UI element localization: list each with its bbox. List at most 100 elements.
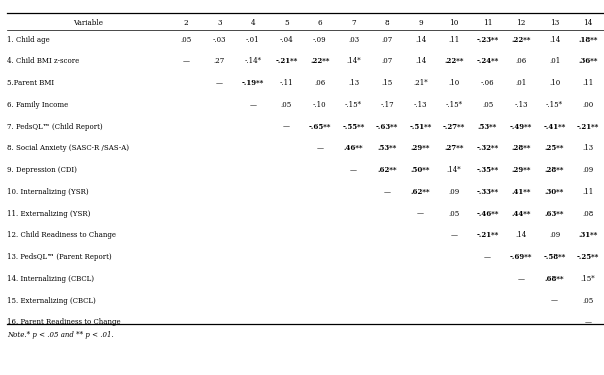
Text: —: — — [585, 318, 592, 326]
Text: .13: .13 — [583, 144, 594, 152]
Text: .01: .01 — [515, 79, 527, 87]
Text: —: — — [283, 123, 290, 130]
Text: .30**: .30** — [545, 188, 564, 196]
Text: .27**: .27** — [445, 144, 464, 152]
Text: Variable: Variable — [73, 19, 103, 27]
Text: .22**: .22** — [445, 57, 464, 65]
Text: .07: .07 — [381, 57, 393, 65]
Text: .22**: .22** — [512, 36, 531, 44]
Text: -.58**: -.58** — [544, 253, 566, 261]
Text: .41**: .41** — [512, 188, 531, 196]
Text: -.24**: -.24** — [477, 57, 499, 65]
Text: -.21**: -.21** — [577, 123, 599, 130]
Text: .36**: .36** — [579, 57, 598, 65]
Text: .53**: .53** — [378, 144, 397, 152]
Text: .14: .14 — [515, 231, 527, 239]
Text: -.01: -.01 — [246, 36, 260, 44]
Text: .10: .10 — [448, 79, 460, 87]
Text: -.41**: -.41** — [544, 123, 566, 130]
Text: .22**: .22** — [310, 57, 330, 65]
Text: .62**: .62** — [411, 188, 430, 196]
Text: .15*: .15* — [581, 275, 596, 283]
Text: -.09: -.09 — [313, 36, 327, 44]
Text: 13. PedsQL™ (Parent Report): 13. PedsQL™ (Parent Report) — [7, 253, 112, 261]
Text: —: — — [451, 231, 458, 239]
Text: 3: 3 — [217, 19, 222, 27]
Text: .01: .01 — [549, 57, 561, 65]
Text: .62**: .62** — [378, 166, 397, 174]
Text: .63**: .63** — [545, 210, 564, 218]
Text: .31**: .31** — [579, 231, 598, 239]
Text: .07: .07 — [381, 36, 393, 44]
Text: -.25**: -.25** — [577, 253, 599, 261]
Text: -.49**: -.49** — [510, 123, 532, 130]
Text: —: — — [384, 188, 391, 196]
Text: 2: 2 — [184, 19, 188, 27]
Text: .05: .05 — [180, 36, 191, 44]
Text: -.33**: -.33** — [477, 188, 499, 196]
Text: 8: 8 — [385, 19, 390, 27]
Text: -.63**: -.63** — [376, 123, 398, 130]
Text: —: — — [316, 144, 324, 152]
Text: 6: 6 — [318, 19, 323, 27]
Text: -.11: -.11 — [280, 79, 294, 87]
Text: .14*: .14* — [447, 166, 461, 174]
Text: -.10: -.10 — [313, 101, 327, 109]
Text: -.23**: -.23** — [477, 36, 499, 44]
Text: -.35**: -.35** — [477, 166, 499, 174]
Text: .05: .05 — [482, 101, 493, 109]
Text: .00: .00 — [582, 101, 594, 109]
Text: -.14*: -.14* — [245, 57, 262, 65]
Text: 9: 9 — [418, 19, 423, 27]
Text: .21*: .21* — [413, 79, 428, 87]
Text: -.06: -.06 — [481, 79, 495, 87]
Text: .05: .05 — [448, 210, 460, 218]
Text: 7: 7 — [351, 19, 356, 27]
Text: .68**: .68** — [545, 275, 564, 283]
Text: —: — — [350, 166, 357, 174]
Text: 10: 10 — [449, 19, 459, 27]
Text: 14: 14 — [583, 19, 593, 27]
Text: .05: .05 — [582, 297, 594, 304]
Text: 9. Depression (CDI): 9. Depression (CDI) — [7, 166, 77, 174]
Text: 10. Internalizing (YSR): 10. Internalizing (YSR) — [7, 188, 89, 196]
Text: 4: 4 — [251, 19, 255, 27]
Text: 7. PedsQL™ (Child Report): 7. PedsQL™ (Child Report) — [7, 123, 103, 130]
Text: 4. Child BMI z-score: 4. Child BMI z-score — [7, 57, 80, 65]
Text: —: — — [417, 210, 424, 218]
Text: -.51**: -.51** — [410, 123, 432, 130]
Text: -.13: -.13 — [414, 101, 427, 109]
Text: .44**: .44** — [512, 210, 531, 218]
Text: Note.* p < .05 and ** p < .01.: Note.* p < .05 and ** p < .01. — [7, 331, 114, 339]
Text: 6. Family Income: 6. Family Income — [7, 101, 68, 109]
Text: .28**: .28** — [512, 144, 531, 152]
Text: .06: .06 — [314, 79, 326, 87]
Text: .09: .09 — [582, 166, 594, 174]
Text: .11: .11 — [582, 188, 594, 196]
Text: .09: .09 — [448, 188, 460, 196]
Text: .14: .14 — [415, 57, 426, 65]
Text: .14: .14 — [549, 36, 561, 44]
Text: -.55**: -.55** — [342, 123, 365, 130]
Text: —: — — [182, 57, 190, 65]
Text: -.21**: -.21** — [477, 231, 499, 239]
Text: .14*: .14* — [346, 57, 361, 65]
Text: -.03: -.03 — [213, 36, 226, 44]
Text: .14: .14 — [415, 36, 426, 44]
Text: -.32**: -.32** — [477, 144, 499, 152]
Text: 12: 12 — [516, 19, 526, 27]
Text: .50**: .50** — [411, 166, 430, 174]
Text: .25**: .25** — [545, 144, 564, 152]
Text: -.04: -.04 — [280, 36, 294, 44]
Text: .08: .08 — [582, 210, 594, 218]
Text: -.21**: -.21** — [275, 57, 298, 65]
Text: 1. Child age: 1. Child age — [7, 36, 50, 44]
Text: .29**: .29** — [411, 144, 430, 152]
Text: -.46**: -.46** — [477, 210, 499, 218]
Text: .05: .05 — [281, 101, 292, 109]
Text: .15: .15 — [381, 79, 393, 87]
Text: 11. Externalizing (YSR): 11. Externalizing (YSR) — [7, 210, 91, 218]
Text: 5.Parent BMI: 5.Parent BMI — [7, 79, 54, 87]
Text: .53**: .53** — [478, 123, 497, 130]
Text: -.19**: -.19** — [242, 79, 264, 87]
